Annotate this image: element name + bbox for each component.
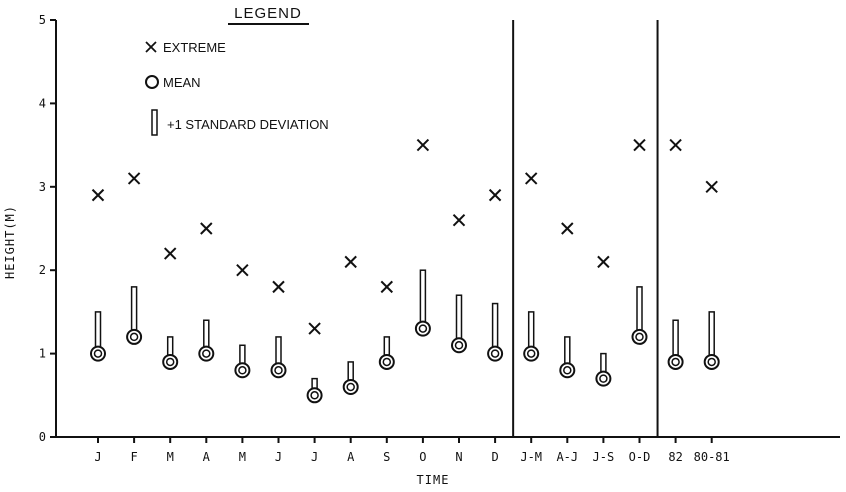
mean-point xyxy=(631,328,648,345)
legend-label-extreme: EXTREME xyxy=(163,40,226,55)
x-tick-label: F xyxy=(130,450,137,464)
mean-point xyxy=(90,345,106,362)
mean-point-inner xyxy=(165,357,175,367)
x-tick-label: D xyxy=(491,450,498,464)
legend-title: LEGEND xyxy=(234,5,302,22)
x-tick-label: O xyxy=(419,450,426,464)
extreme-point-stroke-b xyxy=(127,172,141,185)
mean-point-inner xyxy=(238,366,247,375)
mean-point xyxy=(342,378,359,395)
x-tick-label: A xyxy=(347,450,355,464)
mean-point-inner xyxy=(93,349,103,358)
y-axis-label: HEIGHT(M) xyxy=(3,205,17,279)
extreme-point-stroke-b xyxy=(705,180,718,194)
legend-label-std-dev: +1 STANDARD DEVIATION xyxy=(167,117,329,132)
y-ticks: 0 1 2 3 4 5 xyxy=(39,13,56,444)
extreme-point-stroke-b xyxy=(380,280,394,294)
extreme-point-stroke-b xyxy=(452,213,466,227)
x-tick-label: O-D xyxy=(629,450,651,464)
x-tick-label: A-J xyxy=(556,450,578,464)
mean-point-inner xyxy=(707,357,716,367)
mean-point-inner xyxy=(671,357,680,367)
mean-point-inner xyxy=(526,349,536,358)
x-tick-label: N xyxy=(455,450,462,464)
extreme-point-stroke-b xyxy=(236,263,249,277)
mean-point xyxy=(487,345,504,362)
mean-point xyxy=(162,353,179,370)
y-tick-label: 2 xyxy=(39,263,46,277)
y-tick-label: 0 xyxy=(39,430,46,444)
y-tick-label: 5 xyxy=(39,13,46,27)
mean-point xyxy=(270,362,287,379)
extreme-point-stroke-b xyxy=(200,222,213,235)
mean-point xyxy=(198,345,215,362)
y-tick-label: 1 xyxy=(39,347,46,361)
mean-point xyxy=(559,362,576,379)
y-tick-label: 4 xyxy=(39,96,46,110)
mean-point-inner xyxy=(599,374,608,383)
mean-point-inner xyxy=(202,349,211,358)
extreme-point-stroke-b xyxy=(91,188,105,202)
x-axis-label: TIME xyxy=(417,473,450,487)
mean-point-inner xyxy=(418,324,428,333)
mean-point-inner xyxy=(490,349,500,358)
legend-label-mean: MEAN xyxy=(163,75,201,90)
std-dev-bar xyxy=(419,269,427,330)
legend: LEGEND EXTREME MEAN +1 STANDARD DEVIATIO… xyxy=(145,5,329,136)
extreme-point-stroke-b xyxy=(416,138,430,152)
extreme-point-stroke-b xyxy=(524,172,538,185)
extreme-point-stroke-b xyxy=(344,255,357,269)
x-tick-label: 80-81 xyxy=(694,450,730,464)
mean-point-inner xyxy=(310,391,319,400)
mean-point xyxy=(451,337,467,354)
extreme-point-stroke-b xyxy=(597,255,610,269)
x-tick-label: J xyxy=(94,450,101,464)
legend-circle-marker xyxy=(145,75,159,89)
extreme-point-stroke-b xyxy=(272,280,285,294)
mean-point-inner xyxy=(274,366,283,375)
x-tick-label: J xyxy=(311,450,318,464)
mean-point-inner xyxy=(382,357,392,367)
x-ticks: J F M A M J J A S O N D J-M A-J J-S O-D 82 80-81 xyxy=(94,437,730,464)
y-tick-label: 3 xyxy=(39,180,46,194)
data-marks xyxy=(90,138,720,404)
extreme-point-stroke-b xyxy=(669,138,682,152)
mean-point xyxy=(595,370,612,387)
extreme-point-stroke-b xyxy=(488,188,502,202)
mean-point xyxy=(126,328,143,345)
x-tick-label: M xyxy=(167,450,174,464)
x-tick-label: 82 xyxy=(668,450,682,464)
legend-bar-marker xyxy=(151,109,158,136)
extreme-point-stroke-b xyxy=(633,138,646,152)
legend-x-marker xyxy=(145,41,157,53)
extreme-point-stroke-b xyxy=(308,322,321,335)
period-separators xyxy=(512,20,659,437)
mean-point-inner xyxy=(346,382,355,392)
mean-point-inner xyxy=(635,332,644,342)
mean-point-inner xyxy=(563,366,572,375)
extreme-point-stroke-b xyxy=(561,222,574,235)
x-tick-label: M xyxy=(239,450,246,464)
extreme-point-stroke-b xyxy=(163,247,177,260)
x-tick-label: J-S xyxy=(593,450,615,464)
mean-point-inner xyxy=(129,332,139,342)
mean-point-inner xyxy=(454,341,464,350)
mean-point xyxy=(414,320,431,337)
x-tick-label: J xyxy=(275,450,282,464)
mean-point xyxy=(523,345,540,362)
mean-point xyxy=(703,353,720,370)
mean-point xyxy=(667,353,684,370)
mean-point xyxy=(234,362,251,379)
x-tick-label: J-M xyxy=(520,450,542,464)
mean-point xyxy=(306,387,323,404)
x-tick-label: S xyxy=(383,450,390,464)
mean-point xyxy=(378,353,395,370)
x-tick-label: A xyxy=(203,450,211,464)
